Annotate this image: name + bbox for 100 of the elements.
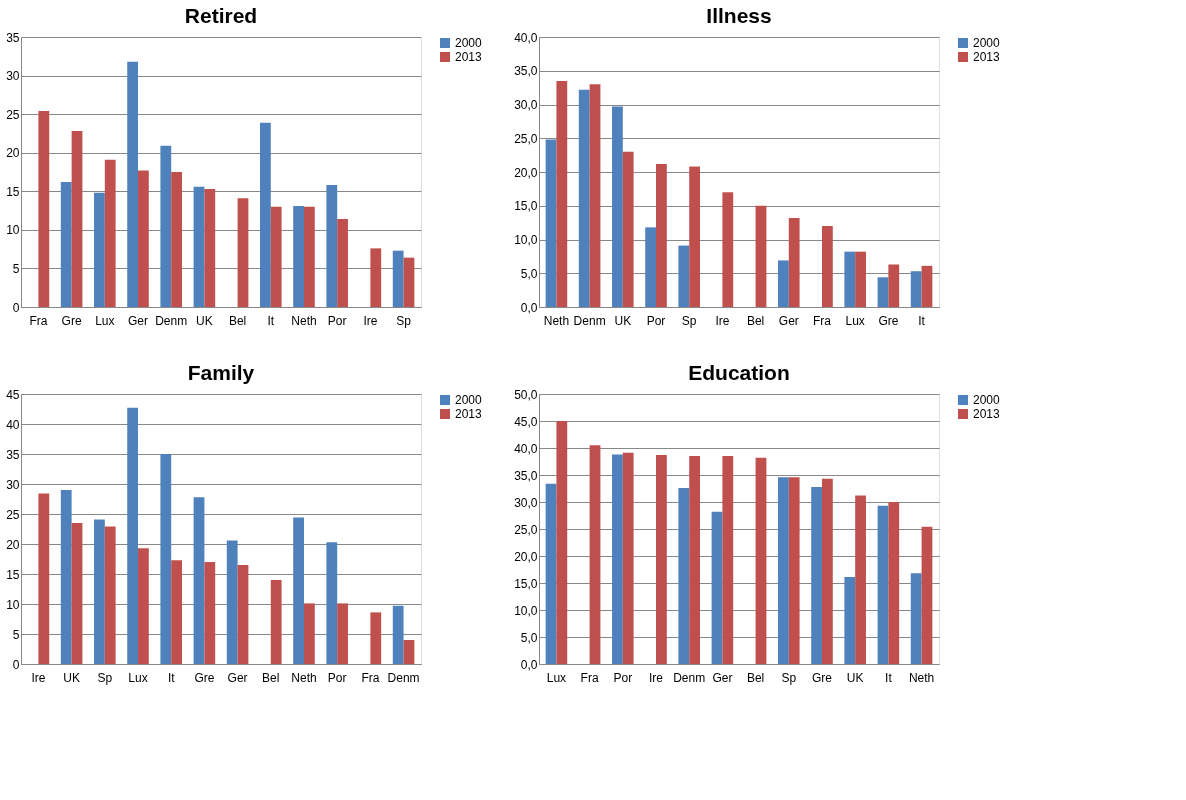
- x-tick-label: Ger: [128, 313, 149, 328]
- x-tick-label: It: [167, 670, 176, 685]
- x-tick-label: Denm: [673, 670, 706, 685]
- bar: [545, 139, 557, 307]
- x-tick-label: Denm: [573, 313, 606, 328]
- legend-label: 2013: [455, 407, 483, 421]
- y-tick-label: 20: [6, 537, 20, 552]
- x-tick-label: It: [885, 670, 893, 685]
- y-tick-label: 5,0: [520, 266, 538, 281]
- y-tick-label: 0: [12, 657, 20, 672]
- x-tick-label: Bel: [746, 670, 765, 685]
- y-tick-label: 10,0: [514, 603, 538, 618]
- x-tick-label: Por: [327, 670, 347, 685]
- bar: [844, 577, 856, 664]
- chart-title: Family: [187, 361, 255, 384]
- legend-label: 2000: [973, 393, 1001, 407]
- bar: [855, 251, 866, 307]
- y-tick-label: 30: [6, 69, 20, 84]
- y-tick-label: 45,0: [514, 414, 538, 429]
- legend-label: 2000: [973, 36, 1001, 50]
- bar: [94, 519, 105, 664]
- bar: [160, 454, 172, 664]
- bar: [403, 640, 415, 664]
- x-tick-label: Sp: [681, 313, 697, 328]
- legend-label: 2000: [455, 36, 483, 50]
- x-tick-label: Ire: [715, 313, 730, 328]
- x-tick-label: UK: [63, 670, 80, 685]
- bar: [160, 145, 172, 307]
- chart-title: Education: [688, 361, 790, 384]
- bar: [71, 131, 83, 307]
- y-tick-label: 15,0: [514, 199, 538, 214]
- bar: [921, 265, 933, 307]
- x-tick-label: Neth: [291, 313, 317, 328]
- bar: [711, 511, 723, 664]
- bar: [138, 170, 149, 307]
- x-tick-label: Ire: [31, 670, 46, 685]
- x-tick-label: Neth: [291, 670, 317, 685]
- bar: [237, 565, 249, 664]
- legend-label: 2000: [455, 393, 483, 407]
- y-tick-label: 30: [6, 477, 20, 492]
- bar: [337, 219, 348, 307]
- x-tick-label: It: [267, 313, 275, 328]
- bar: [270, 206, 282, 307]
- y-tick-label: 20: [6, 146, 20, 161]
- y-tick-label: 25,0: [514, 522, 538, 537]
- y-tick-label: 10: [6, 597, 20, 612]
- y-tick-label: 15: [6, 567, 20, 582]
- bar: [589, 445, 601, 664]
- bar: [270, 580, 282, 664]
- bar: [622, 151, 634, 307]
- x-tick-label: It: [918, 313, 926, 328]
- bar: [921, 526, 933, 664]
- bar: [656, 455, 667, 664]
- chart-title: Illness: [706, 4, 772, 27]
- y-tick-label: 30,0: [514, 495, 538, 510]
- bar: [821, 478, 833, 664]
- bar: [888, 264, 900, 307]
- legend-label: 2013: [455, 50, 483, 64]
- x-tick-label: Fra: [361, 670, 380, 685]
- bar: [844, 251, 856, 307]
- bar: [888, 502, 900, 664]
- x-tick-label: Denm: [155, 313, 188, 328]
- bar: [370, 248, 382, 307]
- bar: [60, 182, 72, 307]
- bar: [204, 188, 216, 307]
- y-tick-label: 45: [6, 387, 20, 402]
- bar: [678, 245, 690, 307]
- bar: [326, 542, 338, 664]
- x-tick-label: Neth: [908, 670, 935, 685]
- y-tick-label: 35,0: [514, 64, 538, 79]
- bar: [855, 495, 866, 664]
- bar: [127, 61, 139, 307]
- bar: [755, 205, 767, 307]
- y-tick-label: 0: [12, 300, 20, 315]
- y-tick-label: 20,0: [514, 165, 538, 180]
- bar: [612, 106, 623, 307]
- y-tick-label: 5: [12, 261, 20, 276]
- bar: [303, 603, 315, 664]
- bar: [778, 477, 789, 664]
- y-tick-label: 25: [6, 107, 20, 122]
- bar: [193, 497, 205, 664]
- bar: [722, 456, 734, 664]
- bar: [877, 277, 889, 307]
- bar: [656, 163, 667, 307]
- y-tick-label: 40: [6, 417, 20, 432]
- bar: [722, 192, 734, 307]
- bar: [94, 192, 105, 307]
- bar: [303, 206, 315, 307]
- bar: [589, 84, 601, 307]
- bar: [877, 505, 889, 664]
- y-tick-label: 20,0: [514, 549, 538, 564]
- bar: [104, 526, 116, 664]
- bar: [237, 198, 249, 307]
- x-tick-label: Gre: [61, 313, 82, 328]
- x-tick-label: Ire: [363, 313, 378, 328]
- bar: [127, 407, 139, 664]
- bar: [788, 217, 800, 307]
- y-tick-label: 10: [6, 223, 20, 238]
- y-tick-label: 40,0: [514, 30, 538, 45]
- bar: [622, 452, 634, 664]
